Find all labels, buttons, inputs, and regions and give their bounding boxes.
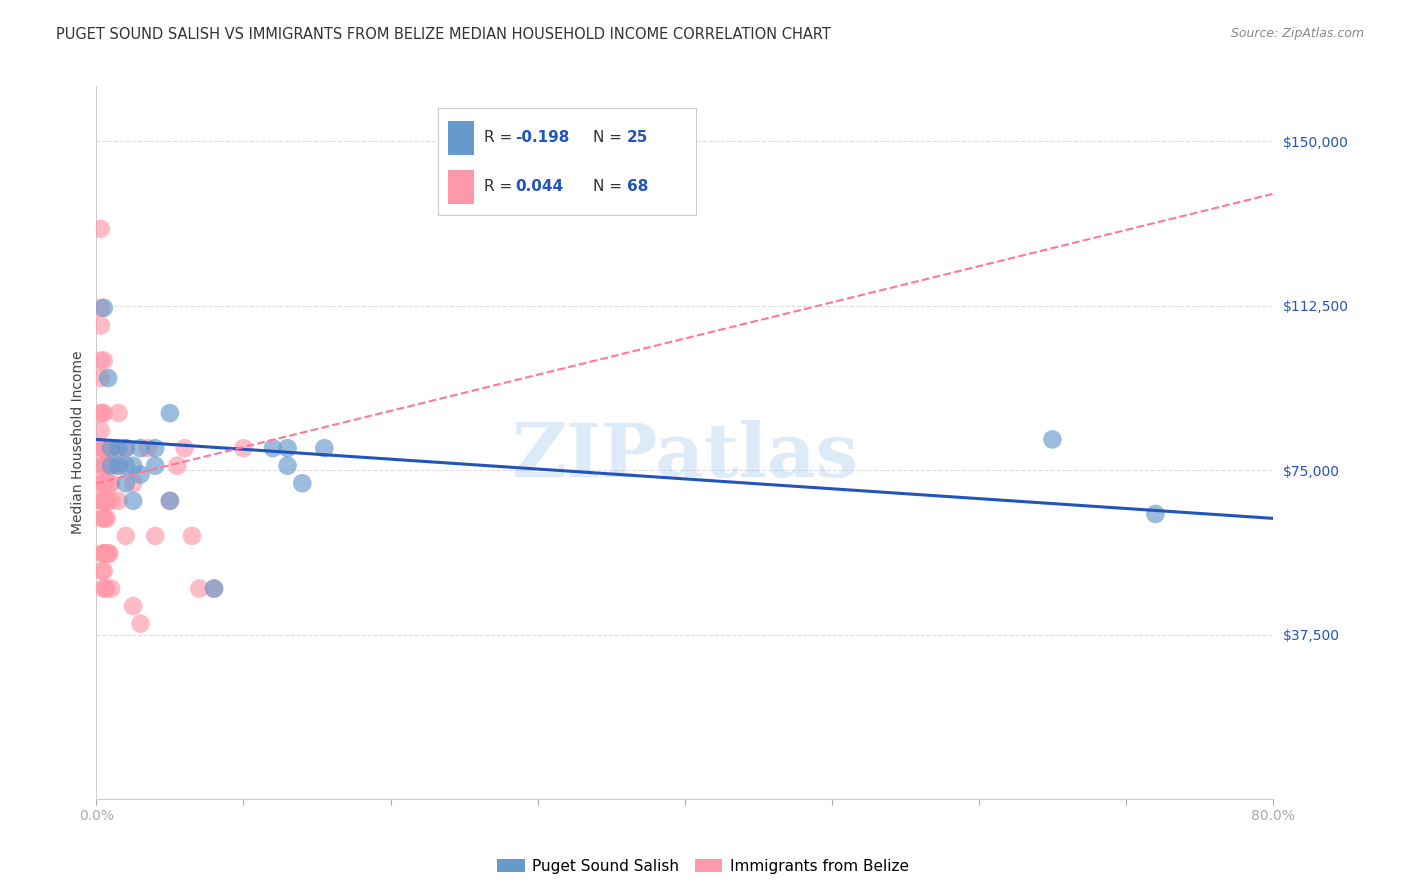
Point bbox=[107, 406, 129, 420]
Point bbox=[98, 476, 121, 491]
Point bbox=[90, 493, 112, 508]
Point bbox=[90, 353, 112, 368]
Point bbox=[91, 441, 114, 455]
Point bbox=[94, 546, 117, 560]
Point bbox=[94, 582, 117, 596]
Text: PUGET SOUND SALISH VS IMMIGRANTS FROM BELIZE MEDIAN HOUSEHOLD INCOME CORRELATION: PUGET SOUND SALISH VS IMMIGRANTS FROM BE… bbox=[56, 27, 831, 42]
Point bbox=[129, 616, 152, 631]
Point bbox=[143, 458, 166, 473]
Point bbox=[90, 406, 112, 420]
Point bbox=[98, 546, 121, 560]
Point bbox=[159, 493, 181, 508]
Point bbox=[91, 546, 114, 560]
Point bbox=[93, 353, 115, 368]
Point bbox=[90, 222, 112, 236]
Point bbox=[96, 511, 118, 525]
Point bbox=[100, 582, 122, 596]
Point bbox=[129, 467, 152, 482]
Point bbox=[96, 582, 118, 596]
Point bbox=[96, 458, 118, 473]
Point bbox=[114, 529, 136, 543]
Point bbox=[100, 458, 122, 473]
Point bbox=[96, 493, 118, 508]
Point bbox=[107, 493, 129, 508]
Point bbox=[93, 476, 115, 491]
Point bbox=[91, 406, 114, 420]
Point bbox=[90, 301, 112, 315]
Point bbox=[93, 406, 115, 420]
Point bbox=[107, 441, 129, 455]
Point bbox=[93, 301, 115, 315]
Point bbox=[314, 441, 336, 455]
Point bbox=[143, 529, 166, 543]
Point bbox=[90, 318, 112, 333]
Point bbox=[90, 424, 112, 438]
Point bbox=[136, 441, 159, 455]
Point bbox=[262, 441, 284, 455]
Point bbox=[100, 476, 122, 491]
Point bbox=[93, 458, 115, 473]
Point bbox=[93, 564, 115, 578]
Point bbox=[91, 564, 114, 578]
Point bbox=[122, 599, 145, 613]
Point bbox=[173, 441, 195, 455]
Point bbox=[97, 493, 120, 508]
Point bbox=[159, 493, 181, 508]
Point bbox=[96, 546, 118, 560]
Point bbox=[202, 582, 225, 596]
Point bbox=[90, 458, 112, 473]
Point bbox=[114, 458, 136, 473]
Point bbox=[100, 441, 122, 455]
Point bbox=[91, 458, 114, 473]
Point bbox=[232, 441, 254, 455]
Point bbox=[94, 493, 117, 508]
Text: Source: ZipAtlas.com: Source: ZipAtlas.com bbox=[1230, 27, 1364, 40]
Point bbox=[143, 441, 166, 455]
Y-axis label: Median Household Income: Median Household Income bbox=[72, 351, 86, 534]
Point bbox=[159, 406, 181, 420]
Point bbox=[90, 371, 112, 385]
Point bbox=[91, 476, 114, 491]
Point bbox=[202, 582, 225, 596]
Point bbox=[114, 476, 136, 491]
Point bbox=[93, 493, 115, 508]
Point bbox=[90, 476, 112, 491]
Point bbox=[96, 441, 118, 455]
Point bbox=[181, 529, 204, 543]
Point bbox=[114, 441, 136, 455]
Point bbox=[291, 476, 314, 491]
Point bbox=[91, 493, 114, 508]
Point bbox=[100, 493, 122, 508]
Point bbox=[107, 458, 129, 473]
Point bbox=[122, 476, 145, 491]
Point bbox=[93, 441, 115, 455]
Point bbox=[1042, 433, 1064, 447]
Point bbox=[91, 511, 114, 525]
Point bbox=[97, 371, 120, 385]
Point bbox=[94, 511, 117, 525]
Point bbox=[97, 458, 120, 473]
Point bbox=[94, 458, 117, 473]
Point bbox=[166, 458, 188, 473]
Point bbox=[122, 493, 145, 508]
Point bbox=[94, 441, 117, 455]
Point bbox=[277, 441, 299, 455]
Legend: Puget Sound Salish, Immigrants from Belize: Puget Sound Salish, Immigrants from Beli… bbox=[491, 853, 915, 880]
Point bbox=[97, 546, 120, 560]
Point bbox=[1144, 507, 1167, 521]
Point bbox=[188, 582, 211, 596]
Point bbox=[93, 511, 115, 525]
Point bbox=[93, 546, 115, 560]
Point bbox=[100, 441, 122, 455]
Point bbox=[94, 476, 117, 491]
Point bbox=[129, 441, 152, 455]
Point bbox=[122, 458, 145, 473]
Point bbox=[277, 458, 299, 473]
Point bbox=[107, 458, 129, 473]
Point bbox=[90, 441, 112, 455]
Point bbox=[93, 582, 115, 596]
Point bbox=[114, 441, 136, 455]
Text: ZIPatlas: ZIPatlas bbox=[512, 420, 858, 493]
